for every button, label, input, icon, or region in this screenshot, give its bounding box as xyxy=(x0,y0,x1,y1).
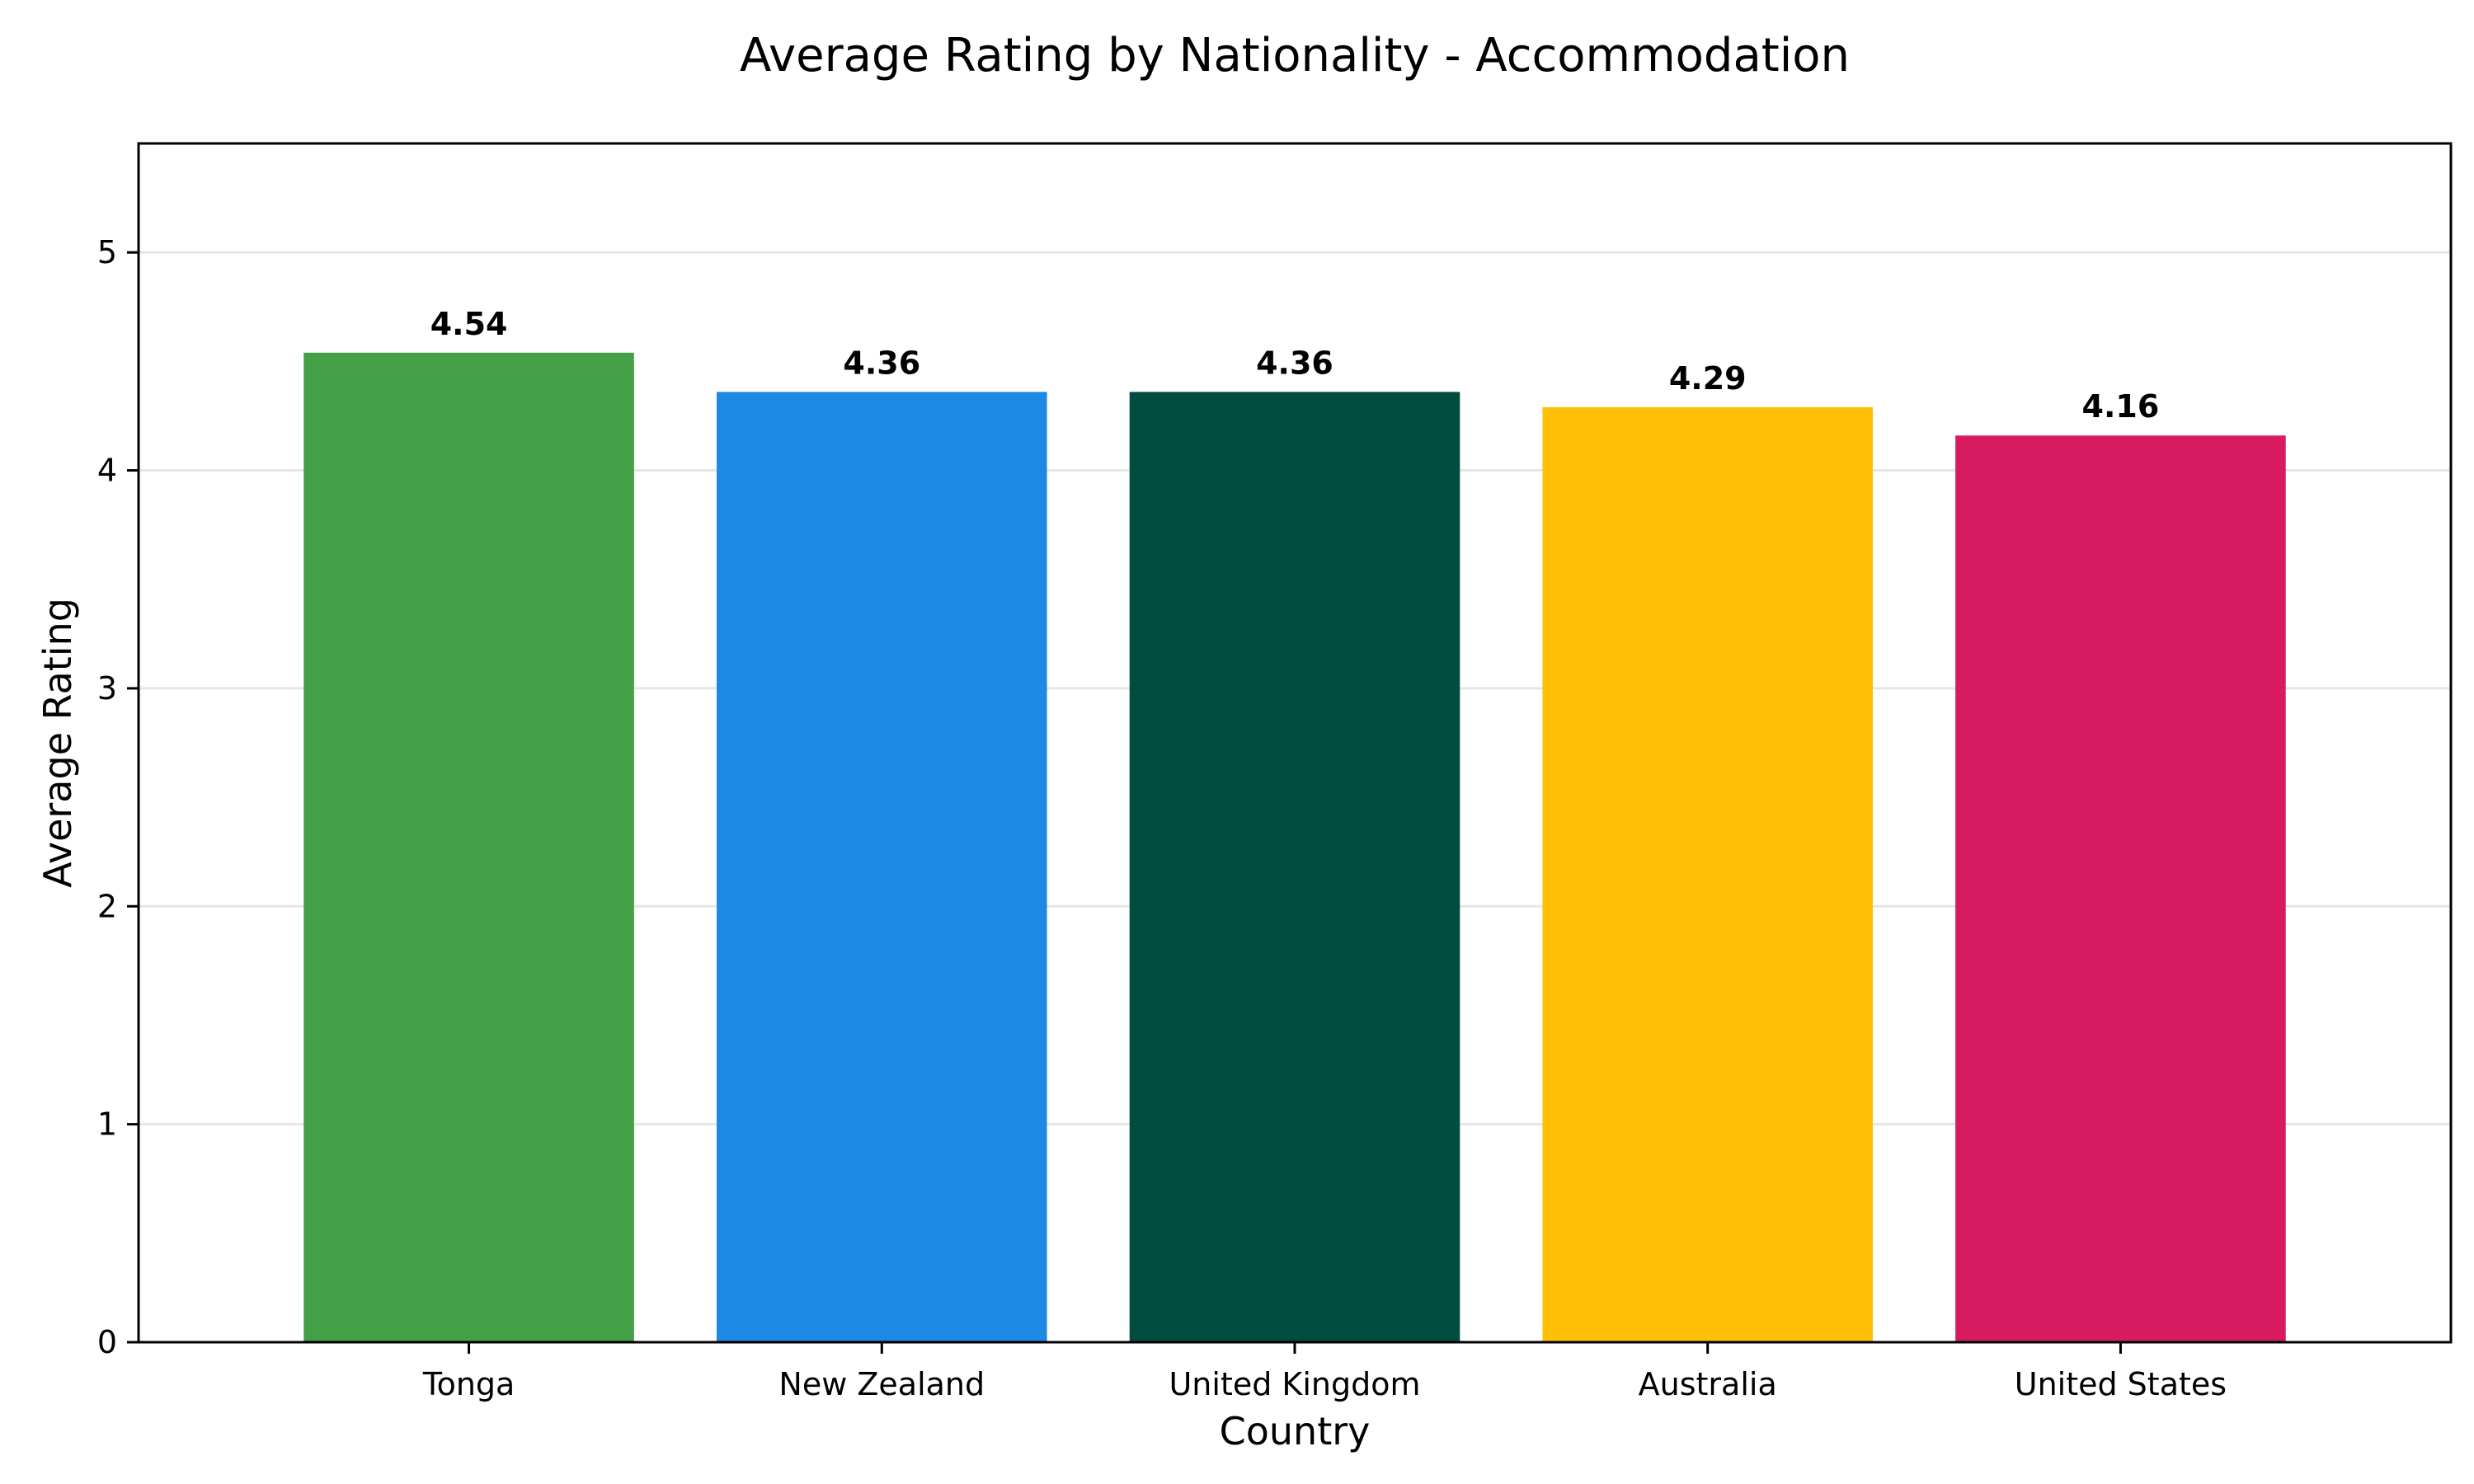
y-tick-label: 5 xyxy=(97,234,117,270)
data-label: 4.16 xyxy=(2082,388,2160,425)
x-tick-label: New Zealand xyxy=(778,1366,985,1402)
x-tick-label: United States xyxy=(2015,1366,2227,1402)
y-axis: 0 1 2 3 4 5 xyxy=(97,234,139,1360)
x-tick-label: Tonga xyxy=(422,1366,515,1402)
data-label: 4.54 xyxy=(430,306,508,342)
data-label: 4.36 xyxy=(843,345,920,381)
x-axis: Tonga New Zealand United Kingdom Australia U… xyxy=(422,1342,2227,1402)
chart-title: Average Rating by Nationality - Accommod… xyxy=(740,29,1850,82)
bar xyxy=(303,352,634,1343)
y-tick-label: 1 xyxy=(97,1106,117,1143)
y-tick-label: 0 xyxy=(97,1324,117,1360)
x-tick-label: Australia xyxy=(1639,1366,1777,1402)
bar xyxy=(717,392,1047,1343)
y-tick-label: 4 xyxy=(97,453,117,489)
y-axis-label: Average Rating xyxy=(35,598,80,888)
x-tick-label: United Kingdom xyxy=(1169,1366,1420,1402)
data-labels: 4.54 4.36 4.36 4.29 4.16 xyxy=(430,306,2160,425)
data-label: 4.36 xyxy=(1256,345,1333,381)
y-tick-label: 2 xyxy=(97,888,117,924)
bar xyxy=(1129,392,1460,1343)
x-axis-label: Country xyxy=(1220,1409,1371,1453)
y-tick-label: 3 xyxy=(97,670,117,707)
bar xyxy=(1955,435,2286,1342)
bar xyxy=(1542,406,1873,1342)
data-label: 4.29 xyxy=(1669,360,1747,397)
bars xyxy=(303,352,2286,1343)
